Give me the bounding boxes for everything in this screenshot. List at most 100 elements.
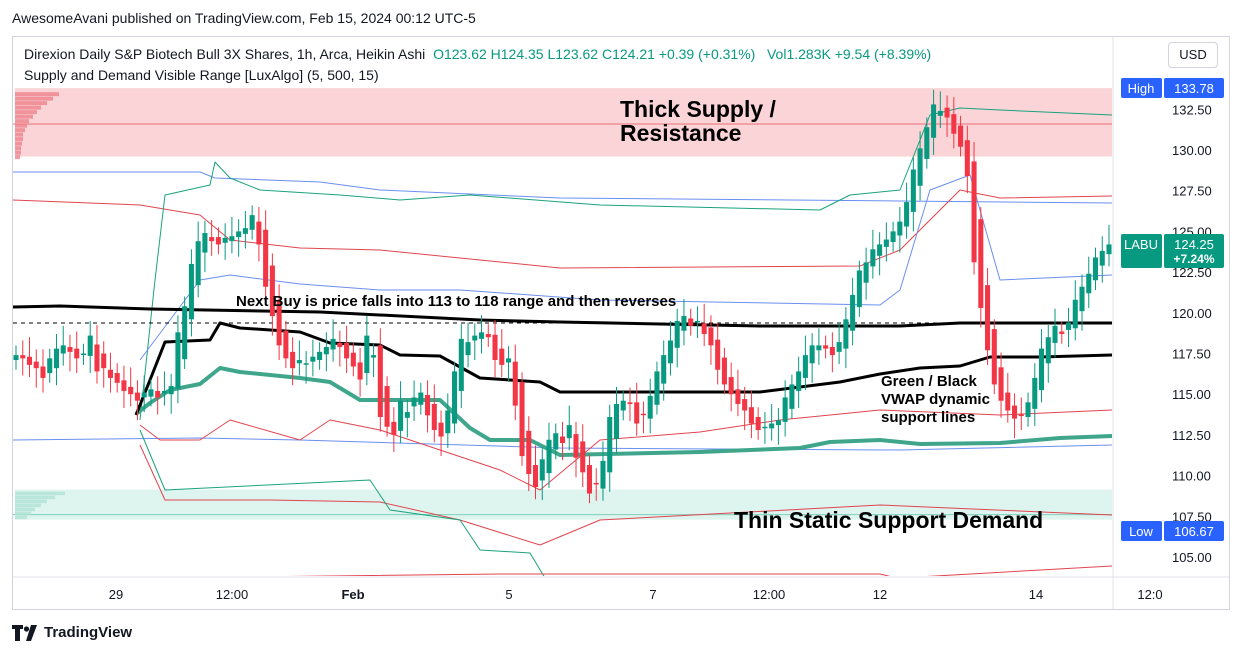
candle (654, 371, 660, 405)
candle (121, 380, 127, 391)
currency-button[interactable]: USD (1168, 42, 1218, 68)
candle (647, 395, 653, 419)
x-tick-label: 5 (505, 587, 512, 602)
candle (438, 422, 444, 437)
supply-volume-profile-bar (15, 128, 25, 133)
candle (964, 140, 970, 177)
demand-volume-profile-bar (15, 507, 35, 512)
candle (1099, 250, 1105, 266)
candle (613, 403, 620, 439)
candle (1079, 286, 1085, 312)
y-tick-label: 110.00 (1172, 469, 1211, 484)
candle (101, 353, 107, 369)
price-label-name: LABU (1124, 237, 1158, 252)
candle (674, 320, 680, 348)
price-label-value: 133.78 (1174, 81, 1214, 96)
candle (485, 333, 491, 338)
candle (222, 237, 228, 243)
y-tick-label: 107.50 (1172, 509, 1212, 524)
candle (431, 403, 437, 431)
lower-blue-band (13, 437, 1112, 451)
candle (708, 327, 714, 346)
candle (829, 346, 835, 356)
mid-blue-band (139, 174, 1112, 361)
candle (910, 169, 916, 212)
price-label-name: High (1128, 81, 1155, 96)
price-label-value: 106.67 (1174, 524, 1214, 539)
supply-volume-profile-bar (15, 146, 21, 151)
candle (519, 381, 525, 457)
y-tick-label: 112.50 (1172, 428, 1211, 443)
candle (377, 345, 383, 417)
candle (404, 412, 410, 418)
candle (209, 237, 215, 242)
candle (856, 270, 862, 308)
candle (391, 421, 397, 435)
candle (1045, 337, 1051, 364)
candle (701, 323, 707, 334)
candle (526, 430, 532, 474)
demand-volume-profile-bar (15, 503, 41, 508)
candle (539, 459, 545, 481)
candle (384, 386, 390, 427)
x-tick-label: 12:0 (1137, 587, 1162, 602)
candle (323, 346, 329, 355)
candle (796, 371, 802, 391)
supply-volume-profile-bar (15, 137, 23, 142)
supply-volume-profile-bar (15, 101, 47, 106)
candle (1086, 273, 1092, 294)
supply-volume-profile-bar (15, 150, 21, 155)
supply-volume-profile-bar (15, 141, 22, 146)
candle (357, 362, 363, 380)
demand-volume-profile-bar (15, 511, 31, 516)
chart-frame[interactable] (12, 36, 1230, 610)
candle (836, 342, 842, 352)
candle (593, 482, 599, 485)
lower-red-band (139, 409, 1112, 491)
y-tick-label: 117.50 (1172, 347, 1211, 362)
candle (67, 346, 73, 352)
candle (728, 377, 734, 395)
candle (782, 397, 788, 422)
candle (215, 237, 221, 245)
supply-volume-profile-bar (15, 105, 41, 110)
candle (296, 360, 302, 364)
candle (229, 236, 235, 242)
symbol-legend[interactable]: Direxion Daily S&P Biotech Bull 3X Share… (24, 46, 931, 62)
candle (580, 441, 586, 473)
candle (762, 426, 768, 429)
x-tick-label: 7 (649, 587, 656, 602)
candle (937, 110, 943, 116)
candle (688, 318, 694, 326)
candle (263, 229, 269, 287)
candle (600, 460, 606, 489)
indicator-legend[interactable]: Supply and Demand Visible Range [LuxAlgo… (24, 67, 379, 83)
candle (182, 306, 188, 360)
demand-volume-profile-bar (15, 491, 65, 496)
candle (991, 329, 997, 385)
candle (904, 202, 910, 227)
candle (53, 348, 60, 369)
candle (303, 363, 309, 365)
supply-volume-profile-bar (15, 132, 23, 137)
x-tick-label: Feb (341, 587, 364, 602)
candle (775, 420, 781, 426)
candle (33, 361, 39, 369)
tradingview-logo-icon (12, 624, 37, 641)
candle (445, 410, 451, 434)
bottom-red-band (926, 565, 1112, 576)
candle (998, 367, 1004, 401)
candle (850, 294, 856, 331)
candle (398, 400, 404, 431)
candle (694, 320, 700, 323)
candle (627, 402, 633, 404)
candle (364, 335, 370, 374)
candle (175, 332, 181, 389)
demand-volume-profile-bar (15, 515, 27, 520)
green-vwap-line (134, 366, 1112, 457)
candle (1018, 414, 1024, 417)
footer-brand[interactable]: TradingView (12, 624, 132, 641)
candle (1025, 402, 1031, 417)
candle (802, 355, 808, 378)
